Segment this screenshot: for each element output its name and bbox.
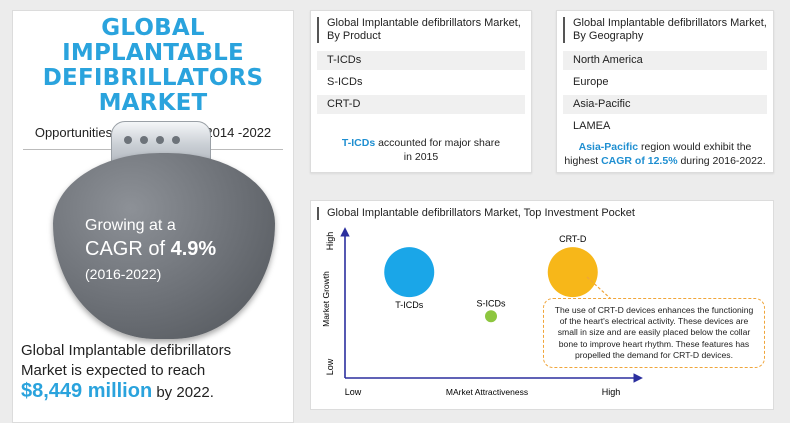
page-title-line1: GLOBAL IMPLANTABLE bbox=[62, 15, 244, 66]
port-icon bbox=[156, 136, 164, 144]
geography-insight-line1: Asia-Pacific region would exhibit the bbox=[557, 140, 773, 154]
geography-insight: Asia-Pacific region would exhibit the hi… bbox=[557, 140, 773, 168]
reach-suffix: by 2022. bbox=[152, 384, 214, 401]
by-geography-title: Global Implantable defibrillators Market… bbox=[563, 17, 773, 43]
list-item: CRT-D bbox=[317, 95, 525, 114]
crt-d-callout: The use of CRT-D devices enhances the fu… bbox=[543, 298, 765, 368]
geography-insight-text2: during 2016-2022. bbox=[677, 155, 766, 167]
cagr-highlight: CAGR of 12.5% bbox=[601, 155, 678, 167]
by-geography-title-line2: By Geography bbox=[573, 30, 644, 42]
list-item: Asia-Pacific bbox=[563, 95, 767, 114]
product-insight-text: accounted for major share bbox=[375, 137, 501, 149]
by-product-title-line1: Global Implantable defibrillators Market… bbox=[327, 17, 521, 29]
x-axis-label: MArket Attractiveness bbox=[446, 387, 528, 397]
cagr-value: 4.9% bbox=[170, 238, 217, 260]
defibrillator-device-illustration: Growing at a CAGR of 4.9% (2016-2022) bbox=[53, 121, 275, 341]
geography-insight-text1: region would exhibit the bbox=[638, 141, 752, 153]
y-axis-label: Market Growth bbox=[321, 271, 331, 327]
bubble-label-s-icds: S-ICDs bbox=[477, 298, 506, 308]
cagr-prefix: CAGR of bbox=[85, 238, 171, 260]
geography-insight-line2: highest CAGR of 12.5% during 2016-2022. bbox=[557, 154, 773, 168]
geography-list: North America Europe Asia-Pacific LAMEA bbox=[563, 51, 767, 136]
bubble-label-t-icds: T-ICDs bbox=[395, 300, 423, 310]
bubble-crt-d bbox=[547, 247, 598, 298]
left-panel: GLOBAL IMPLANTABLE DEFIBRILLATORS MARKET… bbox=[12, 10, 294, 423]
page-title-line2: DEFIBRILLATORS MARKET bbox=[42, 65, 264, 116]
reach-line3: $8,449 million by 2022. bbox=[21, 381, 291, 403]
cagr-line: CAGR of 4.9% bbox=[85, 238, 216, 261]
cagr-period: (2016-2022) bbox=[85, 266, 162, 282]
by-product-title: Global Implantable defibrillators Market… bbox=[317, 17, 531, 43]
device-body bbox=[53, 153, 275, 339]
investment-pocket-card: Global Implantable defibrillators Market… bbox=[310, 200, 774, 410]
reach-line2: Market is expected to reach bbox=[21, 362, 206, 379]
x-tick-high: High bbox=[602, 387, 621, 397]
by-product-card: Global Implantable defibrillators Market… bbox=[310, 10, 532, 173]
by-geography-title-line1: Global Implantable defibrillators Market… bbox=[573, 17, 767, 29]
list-item: LAMEA bbox=[573, 120, 611, 132]
list-item: Europe bbox=[573, 76, 609, 88]
bubble-label-crt-d: CRT-D bbox=[559, 234, 587, 244]
geography-highlight: Asia-Pacific bbox=[578, 141, 639, 153]
callout-connector bbox=[586, 276, 612, 300]
page-title: GLOBAL IMPLANTABLE DEFIBRILLATORS MARKET bbox=[13, 16, 293, 116]
product-highlight: T-ICDs bbox=[341, 137, 376, 149]
cagr-intro: Growing at a bbox=[85, 217, 176, 234]
reach-line1: Global Implantable defibrillators bbox=[21, 342, 232, 359]
by-product-title-line2: By Product bbox=[327, 30, 381, 42]
chart-points: T-ICDs S-ICDs CRT-D bbox=[384, 234, 598, 323]
product-insight: T-ICDs accounted for major share in 2015 bbox=[311, 136, 531, 164]
port-icon bbox=[140, 136, 148, 144]
bubble-t-icds bbox=[384, 247, 435, 298]
by-geography-card: Global Implantable defibrillators Market… bbox=[556, 10, 774, 173]
market-size-statement: Global Implantable defibrillators Market… bbox=[21, 341, 291, 403]
product-insight-line2: in 2015 bbox=[403, 151, 439, 163]
product-list: T-ICDs S-ICDs CRT-D bbox=[317, 51, 525, 114]
list-item: T-ICDs bbox=[317, 51, 525, 70]
bubble-s-icds bbox=[485, 310, 497, 323]
y-tick-high: High bbox=[325, 232, 335, 251]
cagr-callout: Growing at a CAGR of 4.9% (2016-2022) bbox=[85, 217, 216, 282]
investment-pocket-chart: High Low Market Growth Low MArket Attrac… bbox=[321, 227, 643, 397]
market-value: $8,449 million bbox=[21, 380, 153, 402]
x-tick-low: Low bbox=[345, 387, 362, 397]
port-icon bbox=[172, 136, 180, 144]
list-item: S-ICDs bbox=[327, 76, 363, 88]
port-icon bbox=[124, 136, 132, 144]
investment-pocket-title: Global Implantable defibrillators Market… bbox=[317, 207, 773, 220]
y-tick-low: Low bbox=[325, 358, 335, 375]
product-insight-line1: T-ICDs accounted for major share bbox=[311, 136, 531, 150]
list-item: North America bbox=[563, 51, 767, 70]
geography-insight-prefix: highest bbox=[564, 155, 602, 167]
